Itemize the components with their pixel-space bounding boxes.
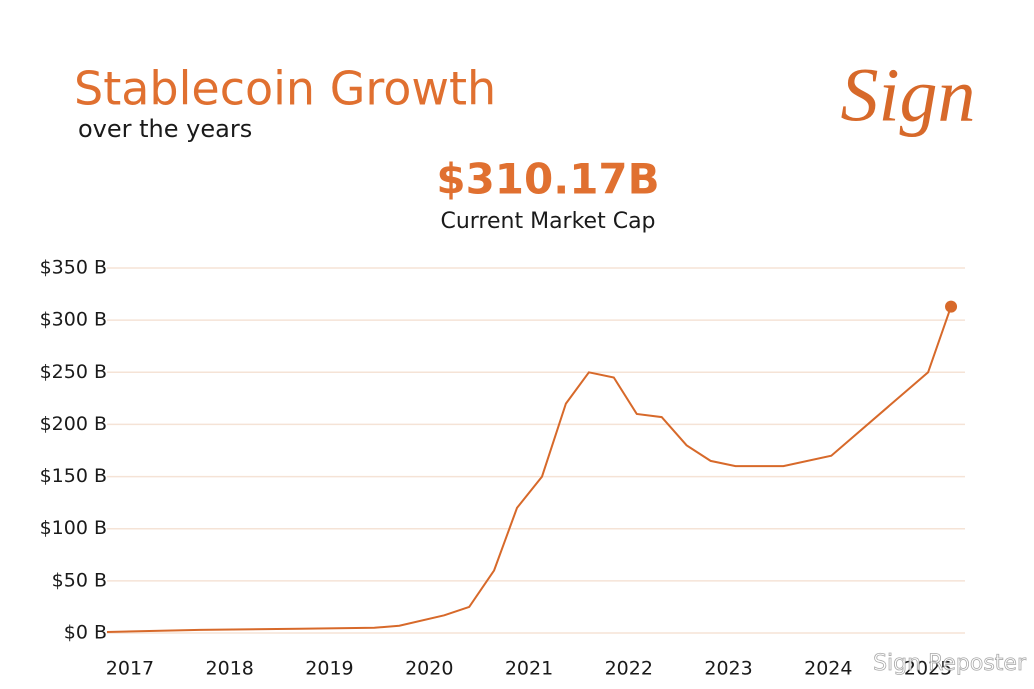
y-tick-label: $250 B: [40, 361, 107, 383]
headline-caption: Current Market Cap: [440, 209, 655, 234]
chart-title: Stablecoin Growth: [74, 62, 496, 116]
y-tick-label: $300 B: [40, 309, 107, 331]
watermark: Sign Reposter: [873, 651, 1027, 676]
logo: Sign: [840, 53, 975, 137]
end-point: [945, 300, 958, 313]
data-line: [106, 306, 952, 633]
x-tick-label: 2021: [505, 658, 553, 680]
x-tick-label: 2023: [704, 658, 752, 680]
y-tick-label: $50 B: [52, 569, 107, 591]
headline: $310.17B: [436, 155, 659, 204]
y-tick-label: $350 B: [40, 257, 107, 279]
x-tick-label: 2019: [305, 658, 353, 680]
x-tick-label: 2020: [405, 658, 453, 680]
chart-subtitle: over the years: [78, 115, 252, 143]
y-tick-label: $150 B: [40, 465, 107, 487]
y-tick-label: $100 B: [40, 517, 107, 539]
x-tick-label: 2025: [904, 658, 952, 680]
x-tick-label: 2024: [804, 658, 852, 680]
y-tick-label: $0 B: [64, 622, 107, 644]
y-tick-label: $200 B: [40, 413, 107, 435]
x-tick-label: 2017: [106, 658, 154, 680]
x-tick-label: 2022: [605, 658, 653, 680]
x-tick-label: 2018: [206, 658, 254, 680]
